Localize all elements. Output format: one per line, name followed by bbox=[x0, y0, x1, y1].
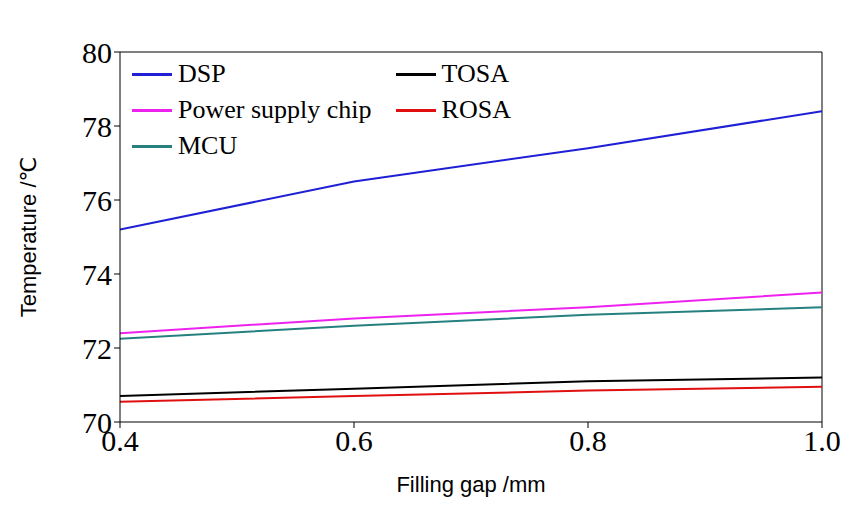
svg-text:0.6: 0.6 bbox=[335, 424, 373, 457]
svg-text:Filling gap /mm: Filling gap /mm bbox=[396, 472, 545, 497]
svg-text:78: 78 bbox=[82, 110, 112, 143]
html-text:TOSA: TOSA bbox=[441, 59, 509, 88]
svg-text:70: 70 bbox=[82, 406, 112, 439]
svg-text:80: 80 bbox=[82, 36, 112, 69]
html-text:Power supply chip: Power supply chip bbox=[178, 95, 372, 124]
svg-text:76: 76 bbox=[82, 184, 112, 217]
svg-text:0.4: 0.4 bbox=[101, 424, 139, 458]
svg-text:1.0: 1.0 bbox=[803, 424, 841, 457]
svg-text:72: 72 bbox=[82, 332, 112, 365]
svg-text:Temperature /℃: Temperature /℃ bbox=[16, 157, 41, 317]
svg-text:74: 74 bbox=[82, 258, 112, 291]
svg-text:0.8: 0.8 bbox=[569, 424, 607, 457]
html-text:MCU: MCU bbox=[178, 131, 238, 160]
html-text:DSP: DSP bbox=[178, 59, 226, 88]
html-text:ROSA: ROSA bbox=[441, 95, 511, 124]
